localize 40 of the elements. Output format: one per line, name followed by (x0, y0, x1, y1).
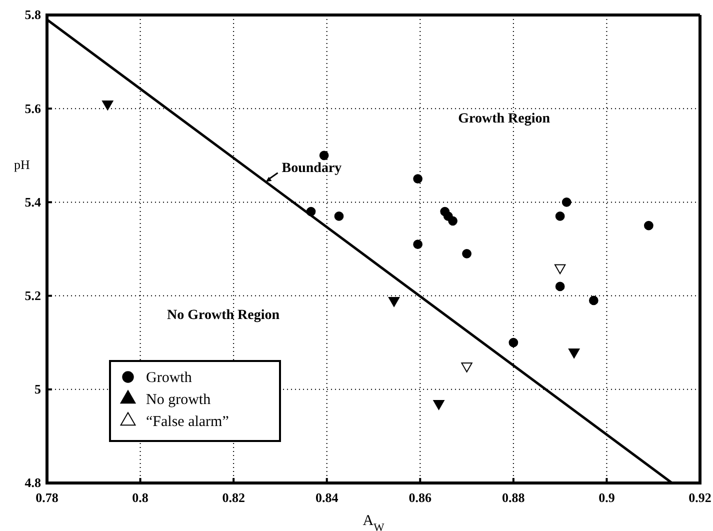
x-tick-label: 0.78 (36, 490, 59, 506)
point (448, 216, 458, 226)
x-axis-title: A$_{W}$ (362, 513, 385, 531)
point (508, 338, 518, 348)
x-tick-label: 0.84 (315, 490, 339, 506)
point (334, 212, 344, 221)
y-tick-label: 5 (34, 382, 42, 397)
legend-label: Boundary (282, 160, 342, 176)
point (588, 296, 598, 306)
annotation: No Growth Region (167, 308, 280, 324)
legend-label: No growth (146, 392, 212, 408)
point (461, 362, 472, 372)
point (562, 198, 572, 207)
y-tick-label: 5.6 (24, 100, 42, 116)
x-tick-label: 0.8 (132, 490, 149, 506)
x-tick-label: 0.92 (688, 490, 712, 506)
point (433, 400, 444, 410)
x-tick-label: 0.86 (408, 490, 432, 506)
y-tick-label: 4.8 (24, 475, 42, 490)
point (568, 348, 580, 358)
point (554, 264, 566, 274)
y-axis-title: pH (14, 157, 30, 172)
point (413, 240, 422, 249)
y-tick-label: 5.4 (24, 194, 42, 210)
x-tick-label: 0.82 (222, 490, 245, 506)
y-tick-label: 5.2 (24, 288, 41, 303)
legend-label: “False alarm” (146, 414, 229, 430)
point (555, 212, 565, 221)
x-tick-label: 0.88 (502, 490, 526, 506)
annotation: Growth Region (458, 112, 550, 127)
point (644, 220, 654, 230)
legend-label: Growth (146, 370, 192, 386)
point (306, 206, 316, 216)
point (388, 297, 400, 307)
point (462, 249, 472, 258)
y-tick-label: 5.8 (24, 7, 42, 22)
point (319, 150, 329, 160)
point (555, 282, 565, 292)
point (413, 174, 422, 184)
x-tick-label: 0.9 (598, 490, 616, 506)
